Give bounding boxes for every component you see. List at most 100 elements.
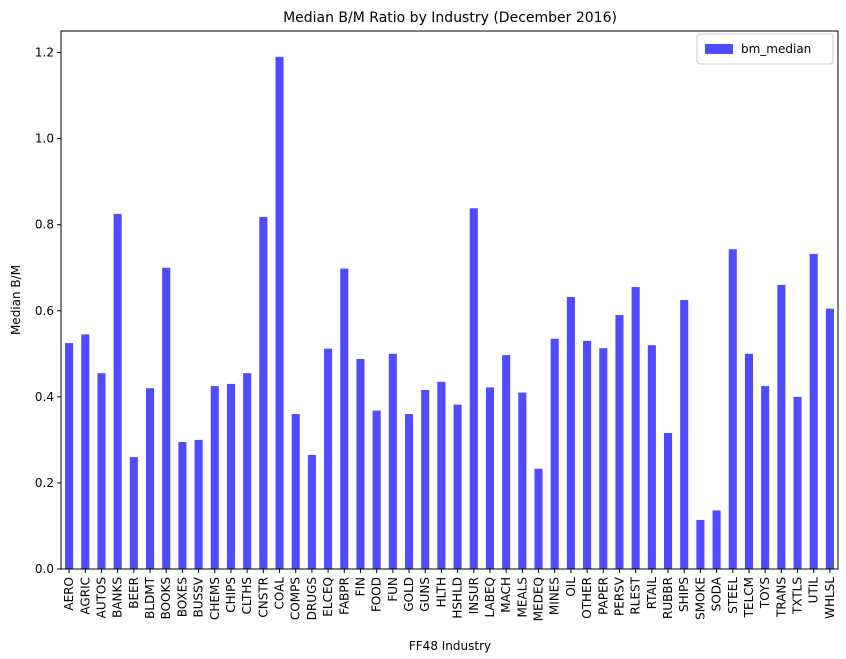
bar-rlest (631, 287, 640, 569)
bar-fabpr (340, 268, 349, 569)
x-tick-label: ELCEQ (321, 577, 335, 617)
x-tick-label: BOOKS (159, 577, 173, 619)
x-axis-label: FF48 Industry (409, 639, 491, 653)
bar-hlth (437, 381, 446, 569)
x-tick-label: STEEL (726, 577, 740, 614)
x-tick-label: HLTH (434, 577, 448, 607)
bar-toys (761, 386, 770, 569)
bar-guns (421, 389, 430, 569)
x-tick-label: BLDMT (143, 576, 157, 619)
chart-title: Median B/M Ratio by Industry (December 2… (283, 10, 617, 26)
x-tick-label: OTHER (580, 577, 594, 619)
x-tick-label: BUSSV (192, 576, 206, 617)
bar-hshld (453, 404, 462, 569)
bar-mines (550, 338, 559, 569)
bar-clths (243, 373, 252, 569)
bar-mach (502, 355, 511, 569)
x-tick-label: WHLSL (823, 577, 837, 619)
bar-gold (404, 414, 414, 569)
bar-books (162, 267, 171, 569)
bar-aero (65, 343, 74, 569)
bar-meals (518, 392, 527, 569)
x-tick-label: FABPR (337, 577, 351, 615)
bar-chips (226, 383, 236, 569)
legend: bm_median (696, 33, 834, 65)
x-tick-label: MACH (499, 577, 513, 613)
x-tick-label: FOOD (370, 577, 384, 612)
x-tick-label: LABEQ (483, 577, 497, 617)
bar-ships (680, 300, 689, 569)
x-tick-label: BOXES (175, 577, 189, 617)
x-tick-label: SHIPS (677, 577, 691, 612)
y-tick-label: 1.0 (35, 132, 54, 146)
bar-drugs (307, 454, 316, 569)
bar-autos (97, 373, 106, 569)
x-tick-label: PERSV (612, 576, 626, 616)
bar-smoke (696, 519, 705, 569)
x-tick-label: TOYS (758, 577, 772, 609)
legend-box (696, 33, 834, 65)
x-tick-label: CHEMS (208, 577, 222, 620)
x-tick-label: CHIPS (224, 577, 238, 613)
bar-other (583, 340, 592, 569)
bar-coal (275, 56, 284, 569)
legend-label: bm_median (741, 42, 811, 56)
bar-util (809, 253, 818, 569)
bar-medeq (534, 468, 543, 569)
x-tick-label: RUBBR (661, 577, 675, 619)
x-tick-label: TRANS (774, 577, 788, 618)
plot-frame (60, 30, 839, 570)
x-tick-label: TXTLS (791, 577, 805, 615)
x-tick-label: PAPER (596, 577, 610, 615)
bar-oil (566, 296, 575, 569)
x-tick-label: COMPS (289, 577, 303, 620)
bar-insur (469, 208, 478, 569)
bar-bldmt (145, 388, 155, 569)
y-tick-label: 0.8 (35, 218, 54, 232)
x-tick-label: UTIL (807, 577, 821, 604)
x-tick-label: FIN (353, 577, 367, 596)
bar-rtail (647, 345, 656, 569)
x-axis: AERO AGRIC AUTOS BANKS BEER BLDMT BOOKS BOXES BU… (62, 569, 837, 621)
x-tick-label: BEER (127, 577, 141, 609)
x-tick-label: GUNS (418, 577, 432, 612)
x-tick-label: CLTHS (240, 577, 254, 614)
bar-food (372, 410, 381, 569)
bars-layer (65, 56, 834, 570)
bar-chems (210, 386, 219, 569)
x-tick-label: SMOKE (693, 577, 707, 620)
x-tick-label: CNSTR (256, 577, 270, 618)
x-tick-label: AERO (62, 577, 76, 611)
x-tick-label: BANKS (111, 577, 125, 618)
bar-labeq (485, 387, 495, 569)
bar-soda (712, 510, 721, 569)
y-tick-label: 0.0 (35, 562, 54, 576)
bar-bussv (194, 439, 203, 569)
x-tick-label: GOLD (402, 577, 416, 612)
bar-trans (777, 284, 786, 569)
y-tick-label: 0.6 (35, 304, 54, 318)
bar-agric (81, 334, 90, 569)
x-tick-label: OIL (564, 577, 578, 597)
x-tick-label: RLEST (629, 576, 643, 614)
x-tick-label: AGRIC (78, 577, 92, 615)
x-tick-label: INSUR (467, 577, 481, 614)
y-tick-label: 0.2 (35, 476, 54, 490)
x-tick-label: AUTOS (94, 577, 108, 618)
bar-fun (388, 353, 397, 569)
x-tick-label: COAL (273, 577, 287, 610)
legend-swatch (705, 44, 733, 54)
bar-telcm (744, 353, 754, 569)
x-tick-label: MEDEQ (532, 577, 546, 621)
y-tick-label: 1.2 (35, 46, 54, 60)
x-tick-label: HSHLD (451, 577, 465, 619)
bar-txtls (793, 396, 802, 569)
bar-boxes (178, 442, 187, 569)
x-tick-label: FUN (386, 577, 400, 602)
bar-persv (615, 315, 624, 569)
y-tick-label: 0.4 (35, 390, 54, 404)
x-tick-label: DRUGS (305, 577, 319, 620)
y-axis: 0.0 0.2 0.4 0.6 0.8 1.0 1.2 (35, 46, 61, 576)
bar-cnstr (259, 216, 268, 569)
